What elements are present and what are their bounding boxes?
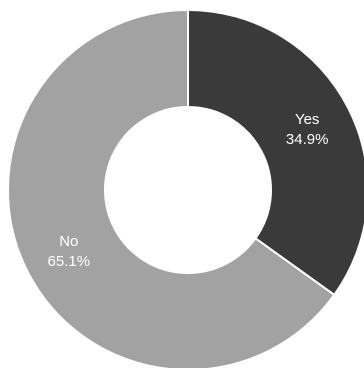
slice-no	[7, 8, 336, 368]
slice-category-label-yes: Yes	[295, 111, 319, 128]
slice-value-label-yes: 34.9%	[286, 131, 329, 148]
slice-category-label-no: No	[59, 233, 78, 250]
slice-yes	[187, 8, 364, 297]
slice-value-label-no: 65.1%	[48, 253, 91, 270]
